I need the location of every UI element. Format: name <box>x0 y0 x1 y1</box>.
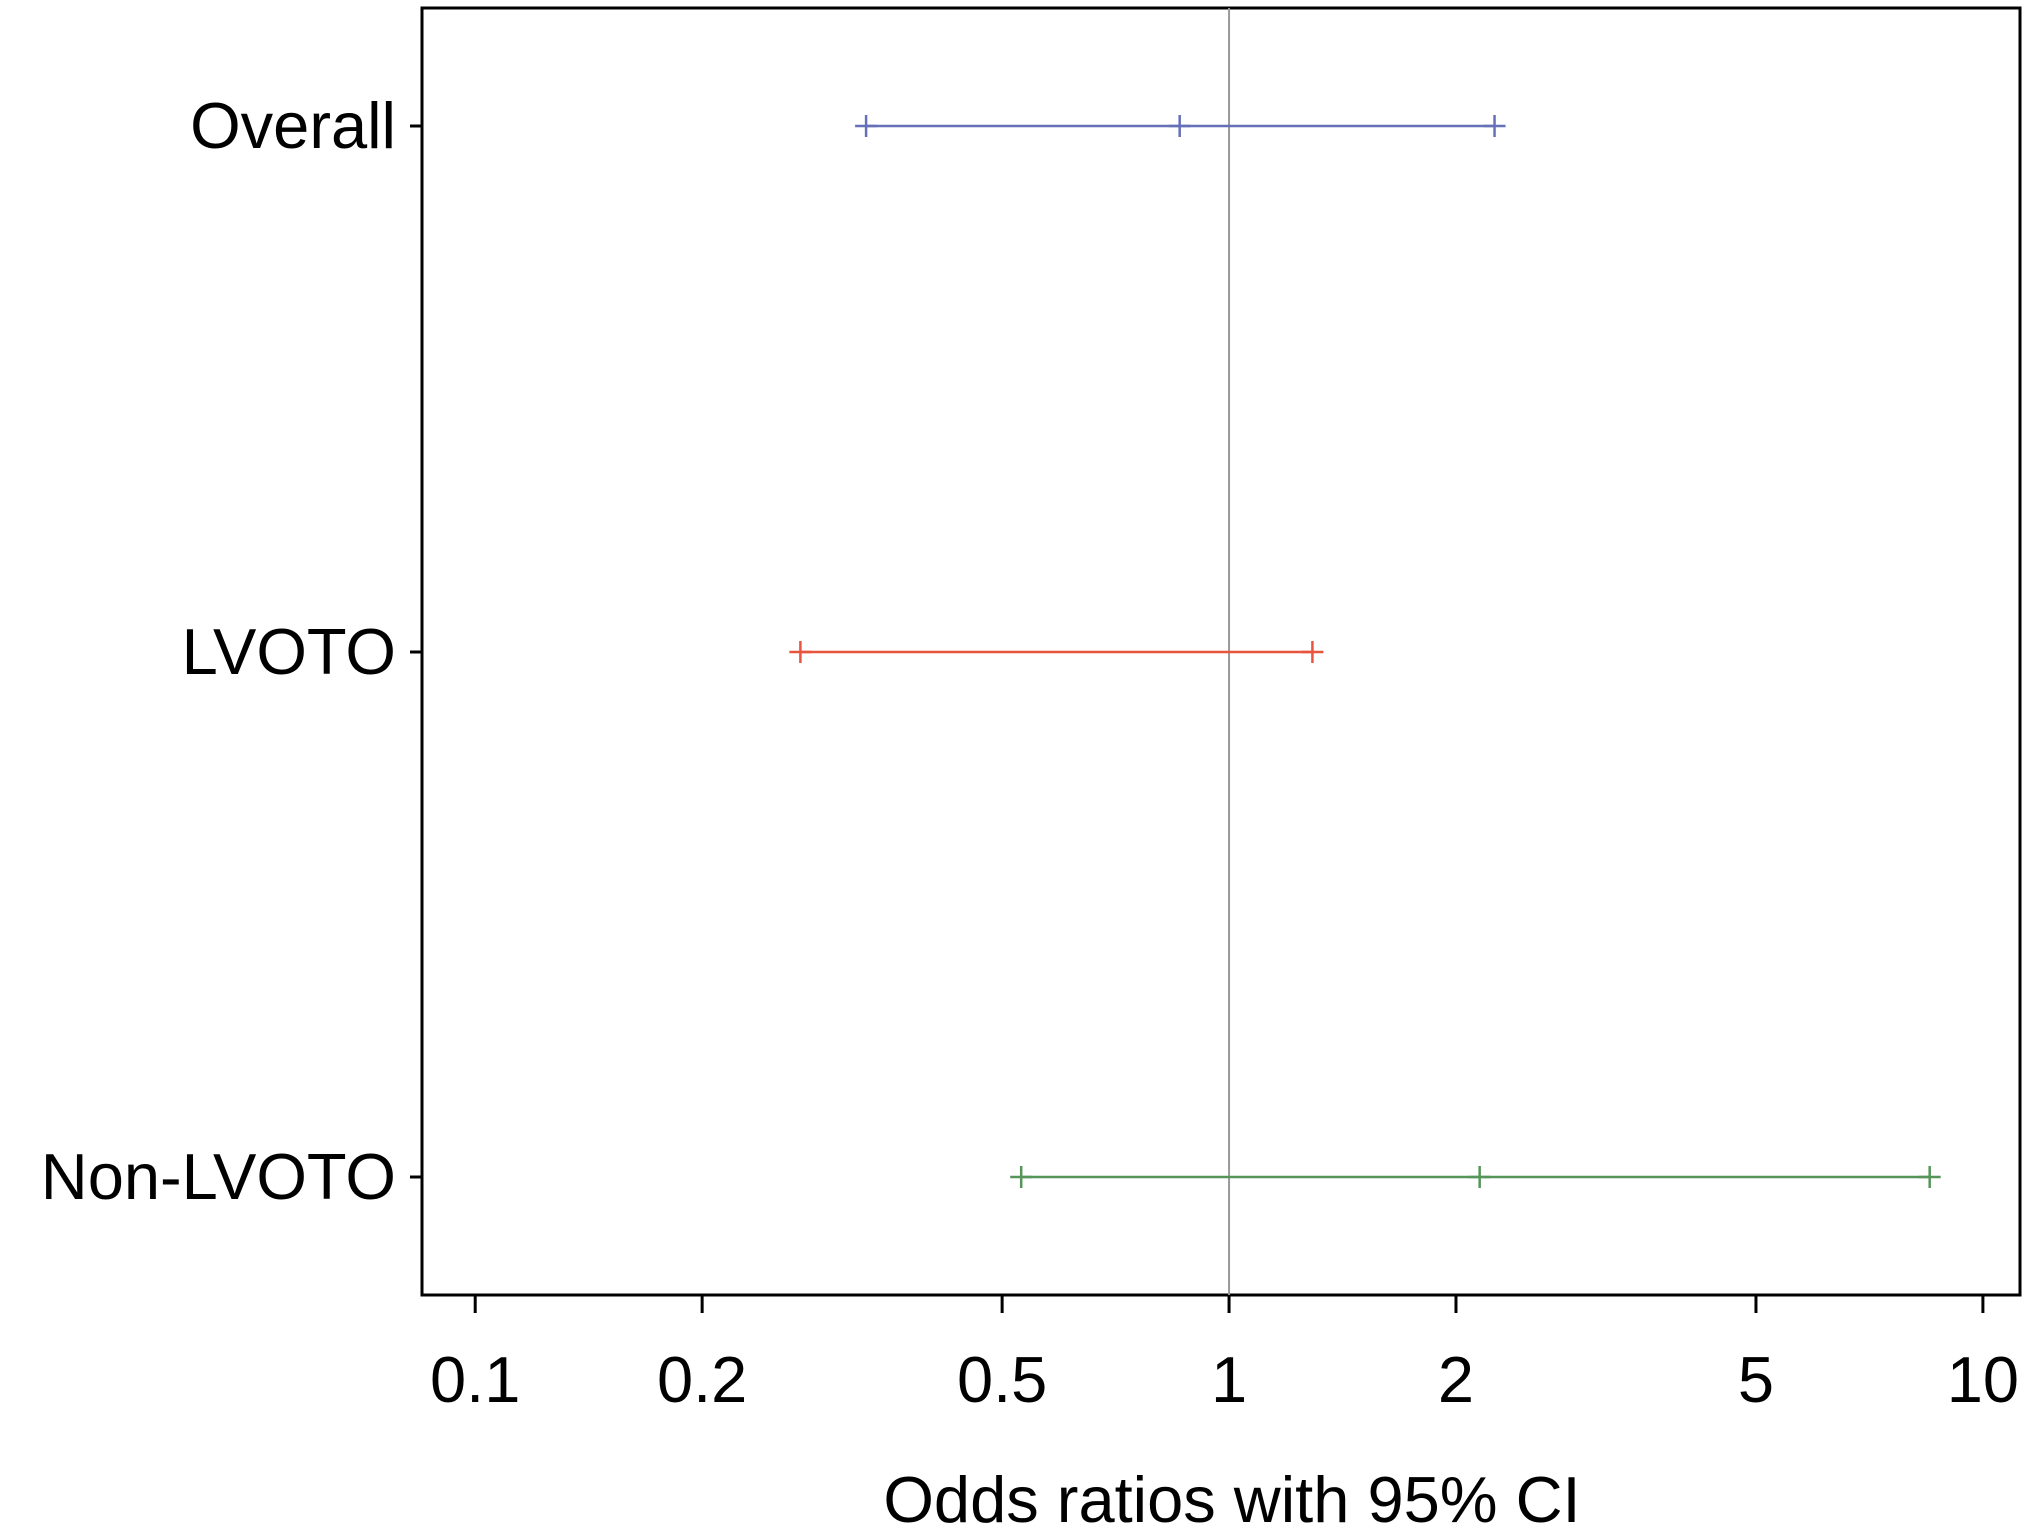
forest-rows <box>789 115 1941 1188</box>
category-label: Non-LVOTO <box>41 1140 396 1213</box>
ci-upper-marker <box>1301 641 1324 663</box>
x-tick-label: 2 <box>1438 1343 1474 1416</box>
ci-lower-marker <box>1010 1166 1033 1188</box>
ci-upper-marker <box>1918 1166 1941 1188</box>
x-axis-title: Odds ratios with 95% CI <box>883 1463 1580 1530</box>
ci-lower-marker <box>789 641 812 663</box>
x-tick-label: 10 <box>1947 1343 2019 1416</box>
x-tick-label: 5 <box>1738 1343 1774 1416</box>
estimate-marker <box>1168 115 1191 137</box>
estimate-marker <box>1468 1166 1491 1188</box>
category-label: Overall <box>190 89 396 162</box>
x-axis: 0.1 0.2 0.5 1 2 5 10 <box>430 1295 2019 1416</box>
category-label: LVOTO <box>182 615 396 688</box>
ci-upper-marker <box>1483 115 1506 137</box>
ci-row <box>789 641 1324 663</box>
ci-row <box>855 115 1506 137</box>
y-axis: Overall LVOTO Non-LVOTO <box>41 89 422 1213</box>
ci-lower-marker <box>855 115 878 137</box>
x-tick-label: 0.1 <box>430 1343 520 1416</box>
x-tick-label: 0.2 <box>657 1343 747 1416</box>
ci-row <box>1010 1166 1941 1188</box>
x-tick-label: 1 <box>1211 1343 1247 1416</box>
x-tick-label: 0.5 <box>957 1343 1047 1416</box>
